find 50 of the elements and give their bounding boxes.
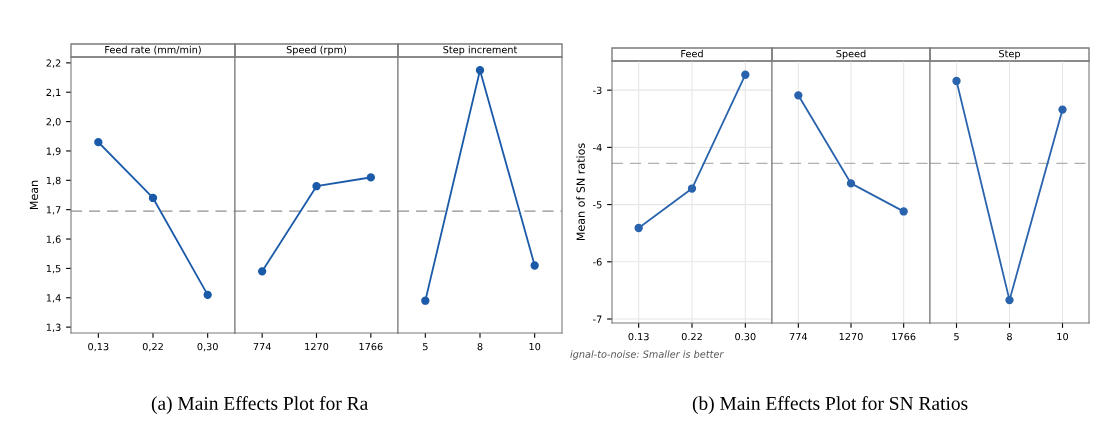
x-tick-label: 5 — [422, 343, 428, 351]
x-tick-label: 1766 — [359, 342, 383, 351]
text: (b) Main Effects Plot for SN Ratios — [692, 396, 968, 414]
x-tick-label: 10 — [529, 342, 541, 351]
y-tick-label: 1,7 — [46, 206, 61, 215]
y-tick-label: -5 — [593, 201, 602, 209]
chart-title: Feed rate (mm/min) — [105, 45, 201, 55]
x-tick-label: 774 — [789, 333, 808, 341]
x-tick-label: 10 — [1057, 332, 1069, 341]
point — [148, 193, 158, 203]
y-tick-label: 1,5 — [46, 265, 61, 274]
x-tick-label: 0,22 — [142, 342, 163, 352]
chart-title: Feed — [681, 49, 703, 58]
x-tick-label: 0,30 — [197, 342, 218, 352]
y-tick-label: 1,9 — [46, 147, 61, 156]
x-tick-label: 1270 — [305, 342, 329, 351]
x-tick-label: 5 — [954, 333, 959, 341]
y-tick-label: 1,6 — [46, 235, 61, 244]
y-tick-label: 2,1 — [46, 88, 61, 98]
text: ignal-to-noise: Smaller is better — [570, 350, 724, 360]
x-tick-label: 8 — [1007, 332, 1012, 341]
x-tick-label: 0.30 — [735, 332, 756, 341]
y-tick-label: -3 — [593, 86, 602, 95]
point — [741, 70, 750, 79]
y-tick-label: 2,0 — [46, 118, 61, 127]
y-tick-label: 2,2 — [46, 59, 61, 68]
y-axis-title: Mean — [29, 180, 39, 210]
point — [687, 184, 697, 193]
y-tick-label: 1,8 — [46, 176, 61, 186]
x-tick-label: 1766 — [892, 332, 916, 341]
point — [634, 223, 643, 233]
x-tick-label: 1270 — [839, 332, 863, 341]
chart-title: Step increment — [443, 45, 518, 56]
x-tick-label: 0.13 — [628, 332, 649, 341]
y-axis-title: Mean of SN ratios — [576, 143, 585, 241]
y-tick-label: -7 — [593, 315, 602, 323]
x-tick-label: 0.22 — [681, 332, 702, 341]
chart-title: Speed (rpm) — [286, 45, 347, 56]
chart-title: Step — [999, 49, 1021, 60]
y-tick-label: -6 — [593, 258, 602, 266]
x-tick-label: 774 — [253, 343, 271, 351]
y-tick-label: 1,4 — [46, 294, 61, 303]
point — [94, 137, 103, 147]
y-tick-label: -4 — [593, 143, 602, 152]
chart-title: Speed — [836, 49, 866, 60]
x-tick-label: 0,13 — [88, 342, 109, 352]
x-tick-label: 8 — [477, 342, 483, 351]
text: (a) Main Effects Plot for Ra — [151, 396, 368, 414]
point — [203, 290, 212, 299]
y-tick-label: 1,3 — [46, 323, 61, 332]
